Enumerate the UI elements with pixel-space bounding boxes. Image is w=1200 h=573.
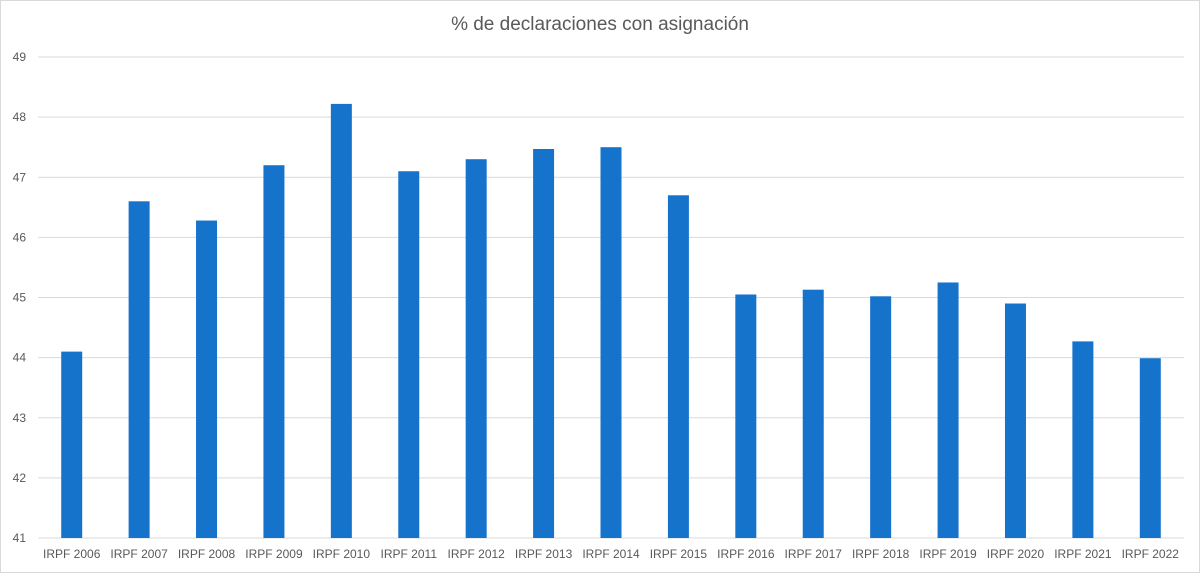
y-tick-label: 41 <box>13 531 27 545</box>
x-tick-label: IRPF 2008 <box>178 547 236 561</box>
bar-irpf-2021 <box>1072 341 1094 538</box>
bar-irpf-2013 <box>533 148 555 538</box>
bar-irpf-2014 <box>600 147 622 538</box>
bar-irpf-2010 <box>330 103 352 539</box>
bar-irpf-2015 <box>667 195 689 538</box>
y-tick-label: 45 <box>13 291 27 305</box>
y-tick-label: 47 <box>13 170 27 184</box>
x-tick-label: IRPF 2020 <box>987 547 1045 561</box>
x-tick-label: IRPF 2019 <box>919 547 977 561</box>
y-tick-label: 49 <box>13 50 27 64</box>
bar-irpf-2022 <box>1139 358 1161 538</box>
x-tick-label: IRPF 2016 <box>717 547 775 561</box>
bar-irpf-2009 <box>263 165 285 538</box>
y-tick-label: 43 <box>13 411 27 425</box>
x-tick-label: IRPF 2010 <box>313 547 371 561</box>
bar-irpf-2016 <box>735 294 757 538</box>
bar-irpf-2018 <box>870 296 892 538</box>
x-tick-label: IRPF 2011 <box>381 547 438 561</box>
bar-irpf-2006 <box>61 351 83 538</box>
bars <box>61 103 1161 539</box>
y-tick-label: 46 <box>13 230 27 244</box>
x-tick-label: IRPF 2021 <box>1054 547 1112 561</box>
y-tick-label: 44 <box>13 351 27 365</box>
bar-irpf-2020 <box>1004 303 1026 538</box>
bar-irpf-2008 <box>196 220 218 539</box>
y-tick-label: 48 <box>13 110 27 124</box>
x-tick-label: IRPF 2014 <box>582 547 640 561</box>
x-tick-label: IRPF 2015 <box>650 547 708 561</box>
x-tick-label: IRPF 2012 <box>447 547 505 561</box>
bar-irpf-2019 <box>937 282 959 538</box>
bar-irpf-2011 <box>398 171 420 539</box>
x-axis-ticks: IRPF 2006 IRPF 2007 IRPF 2008 IRPF 2009 IRPF… <box>43 547 1179 561</box>
bar-irpf-2017 <box>802 289 824 538</box>
chart-title: % de declaraciones con asignación <box>451 14 749 35</box>
x-tick-label: IRPF 2022 <box>1122 547 1180 561</box>
bar-irpf-2007 <box>128 201 150 539</box>
bar-irpf-2012 <box>465 159 487 538</box>
x-tick-label: IRPF 2007 <box>110 547 168 561</box>
x-tick-label: IRPF 2017 <box>785 547 843 561</box>
x-tick-label: IRPF 2009 <box>245 547 303 561</box>
x-tick-label: IRPF 2006 <box>43 547 101 561</box>
y-axis-ticks: 41 42 43 44 45 46 47 48 49 <box>13 50 27 545</box>
x-tick-label: IRPF 2013 <box>515 547 573 561</box>
y-tick-label: 42 <box>13 471 27 485</box>
x-tick-label: IRPF 2018 <box>852 547 910 561</box>
